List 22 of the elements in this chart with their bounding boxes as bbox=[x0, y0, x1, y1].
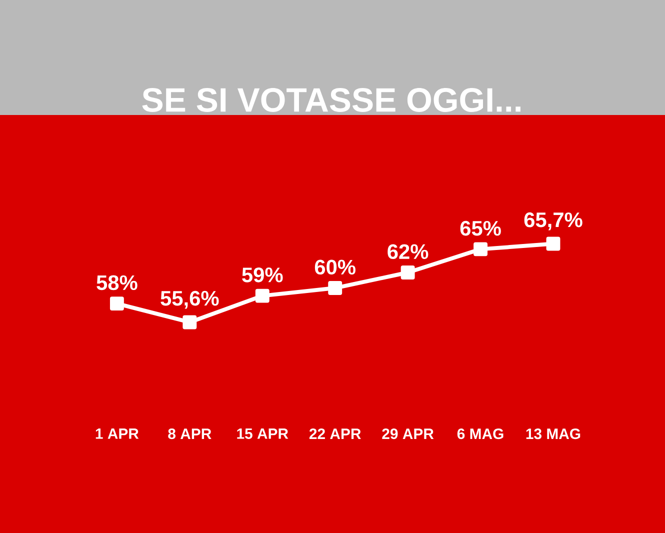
x-tick-label: 29 APR bbox=[382, 428, 434, 440]
point bbox=[474, 242, 488, 256]
x-tick-label: 22 APR bbox=[309, 428, 361, 439]
x-tick-label: 1 APR bbox=[96, 428, 139, 439]
chart-title: SE SI VOTASSE OGGI... bbox=[142, 88, 520, 112]
point bbox=[110, 296, 124, 311]
data-label: 60% bbox=[314, 260, 356, 275]
point bbox=[546, 236, 560, 251]
point bbox=[255, 288, 270, 303]
data-label: 65,7% bbox=[524, 212, 582, 230]
x-tick-label: 6 MAG bbox=[457, 428, 504, 440]
x-tick-label: 15 APR bbox=[237, 428, 288, 439]
data-label: 62% bbox=[388, 244, 428, 260]
data-label: 59% bbox=[242, 268, 283, 282]
data-label: 65% bbox=[460, 220, 501, 236]
data-label: 55,6% bbox=[160, 290, 219, 309]
point bbox=[182, 315, 197, 330]
point bbox=[400, 266, 415, 280]
x-tick-label: 13 MAG bbox=[526, 428, 580, 440]
data-label: 58% bbox=[96, 275, 138, 290]
x-tick-label: 8 APR bbox=[168, 428, 212, 440]
point bbox=[328, 281, 342, 296]
